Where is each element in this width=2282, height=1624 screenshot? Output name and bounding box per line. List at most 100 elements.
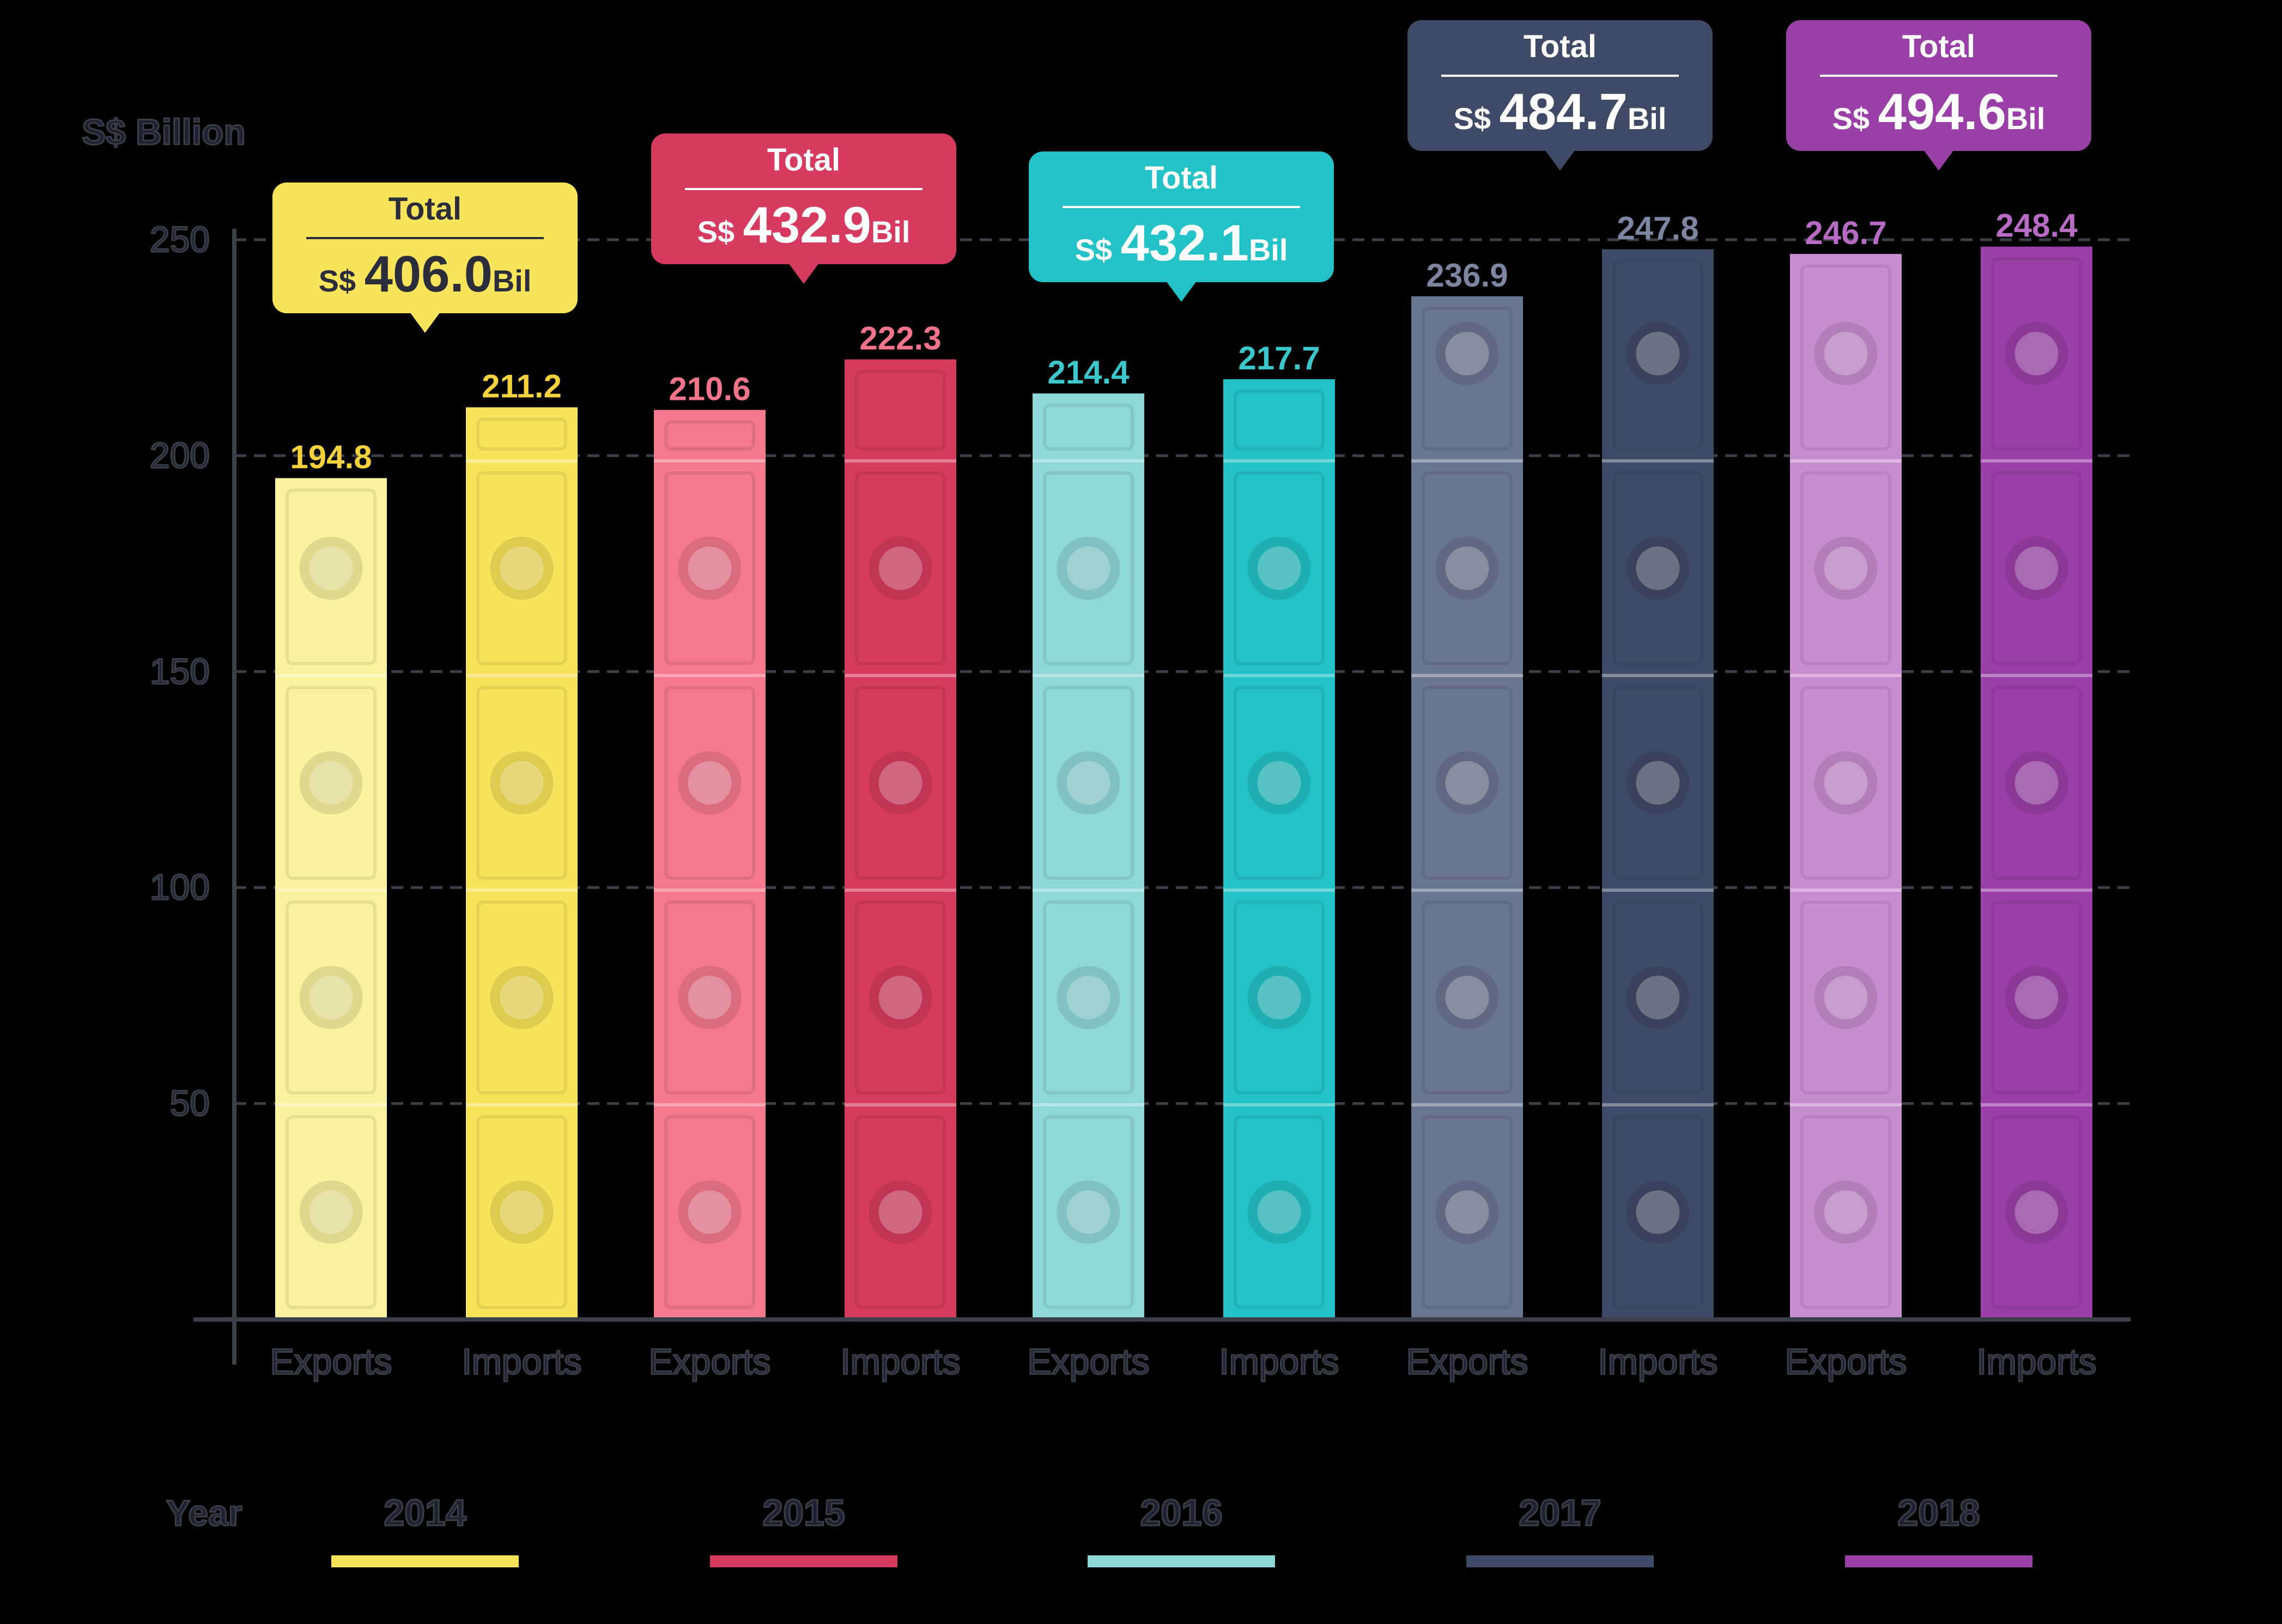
banknote-emblem xyxy=(678,751,742,814)
banknote-emblem-center xyxy=(878,1190,922,1234)
legend-year-label: 2015 xyxy=(762,1492,845,1534)
x-tick-label: Imports xyxy=(1219,1341,1339,1382)
banknote-frame xyxy=(1991,686,2082,880)
total-callout-box xyxy=(651,133,956,264)
banknote-emblem-center xyxy=(1824,546,1868,590)
banknote-emblem-center xyxy=(1824,1190,1868,1234)
banknote-emblem xyxy=(1814,751,1878,814)
banknote-emblem xyxy=(2005,537,2068,600)
banknote-frame xyxy=(664,420,755,451)
banknote-emblem xyxy=(1435,537,1499,600)
total-callout: Total S$ 432.1Bil xyxy=(1029,151,1334,302)
banknote-frame xyxy=(1612,686,1703,880)
total-currency: S$ xyxy=(319,264,365,298)
legend-year-label: 2016 xyxy=(1140,1492,1222,1534)
banknote-frame xyxy=(1043,686,1134,880)
total-unit: Bil xyxy=(871,215,911,249)
banknote-emblem-center xyxy=(1066,1190,1110,1234)
banknote-emblem xyxy=(1626,537,1690,600)
banknote-frame xyxy=(286,901,377,1094)
total-value: 432.9 xyxy=(743,196,871,253)
banknote-frame xyxy=(1612,1115,1703,1309)
banknote-emblem xyxy=(490,751,554,814)
banknote-emblem xyxy=(678,966,742,1029)
legend-swatch xyxy=(710,1555,897,1567)
banknote-emblem-center xyxy=(1445,1190,1489,1234)
banknote-frame xyxy=(855,1115,946,1309)
y-tick-label: 50 xyxy=(170,1083,210,1123)
x-tick-label: Imports xyxy=(462,1341,581,1382)
banknote-emblem xyxy=(1626,751,1690,814)
banknote-frame xyxy=(1800,1115,1891,1309)
banknote-frame xyxy=(1612,901,1703,1094)
bar-exports xyxy=(1411,296,1523,1319)
x-tick-label: Exports xyxy=(270,1341,392,1382)
banknote-emblem-center xyxy=(878,546,922,590)
banknote-emblem xyxy=(1626,966,1690,1029)
total-unit: Bil xyxy=(1628,101,1667,136)
total-callout-amount: S$ 432.9Bil xyxy=(697,196,911,253)
legend-swatch xyxy=(1466,1555,1654,1567)
total-callout-title: Total xyxy=(389,191,462,227)
banknote-emblem xyxy=(1057,537,1120,600)
banknote-emblem xyxy=(678,537,742,600)
bar-exports xyxy=(275,478,387,1319)
banknote-emblem xyxy=(299,751,363,814)
bar-imports xyxy=(845,359,956,1319)
banknote-frame xyxy=(1800,686,1891,880)
banknote-emblem xyxy=(869,537,932,600)
bar-imports xyxy=(1602,249,1714,1319)
banknote-frame xyxy=(1991,1115,2082,1309)
banknote-frame xyxy=(664,471,755,665)
banknote-emblem-center xyxy=(1824,761,1868,805)
banknote-emblem xyxy=(2005,751,2068,814)
banknote-frame xyxy=(1800,471,1891,665)
banknote-emblem-center xyxy=(1445,761,1489,805)
y-tick-label: 250 xyxy=(150,219,210,259)
total-callout-pointer xyxy=(410,312,440,333)
banknote-frame xyxy=(1234,1115,1325,1309)
banknote-frame xyxy=(855,686,946,880)
banknote-frame xyxy=(1422,306,1513,451)
total-callout: Total S$ 406.0Bil xyxy=(272,183,578,333)
legend-item: 2018 xyxy=(1845,1492,2032,1567)
total-value: 494.6 xyxy=(1878,83,2006,140)
banknote-emblem xyxy=(1814,322,1878,385)
banknote-frame xyxy=(664,901,755,1094)
banknote-emblem xyxy=(2005,322,2068,385)
legend-year-label: 2014 xyxy=(384,1492,466,1534)
banknote-emblem-center xyxy=(2014,546,2059,590)
banknote-emblem-center xyxy=(309,976,353,1019)
banknote-emblem xyxy=(1435,751,1499,814)
banknote-emblem xyxy=(1814,1181,1878,1244)
banknote-emblem xyxy=(1435,966,1499,1029)
legend-swatch xyxy=(1088,1555,1275,1567)
banknote-frame xyxy=(664,686,755,880)
x-tick-label: Imports xyxy=(840,1341,960,1382)
total-value: 406.0 xyxy=(365,245,493,302)
banknote-emblem-center xyxy=(309,1190,353,1234)
banknote-emblem-center xyxy=(2014,761,2059,805)
banknote-frame xyxy=(1800,901,1891,1094)
banknote-frame xyxy=(1234,686,1325,880)
banknote-frame xyxy=(1234,901,1325,1094)
banknote-frame xyxy=(1612,259,1703,451)
banknote-frame xyxy=(1234,390,1325,451)
banknote-emblem-center xyxy=(878,976,922,1019)
banknote-frame xyxy=(476,901,567,1094)
bar-value-label: 211.2 xyxy=(482,368,562,405)
bar-exports xyxy=(654,410,766,1319)
banknote-emblem-center xyxy=(688,976,732,1019)
x-tick-label: Imports xyxy=(1976,1341,2096,1382)
banknote-emblem xyxy=(2005,1181,2068,1244)
total-callout: Total S$ 484.7Bil xyxy=(1407,20,1713,171)
total-value: 484.7 xyxy=(1500,83,1628,140)
legend-title: Year xyxy=(166,1493,242,1533)
banknote-emblem xyxy=(490,1181,554,1244)
banknote-emblem-center xyxy=(2014,332,2059,375)
bars-group xyxy=(275,246,2092,1320)
banknote-frame xyxy=(855,471,946,665)
x-tick-label: Exports xyxy=(1028,1341,1150,1382)
banknote-emblem xyxy=(1057,751,1120,814)
banknote-frame xyxy=(1234,471,1325,665)
